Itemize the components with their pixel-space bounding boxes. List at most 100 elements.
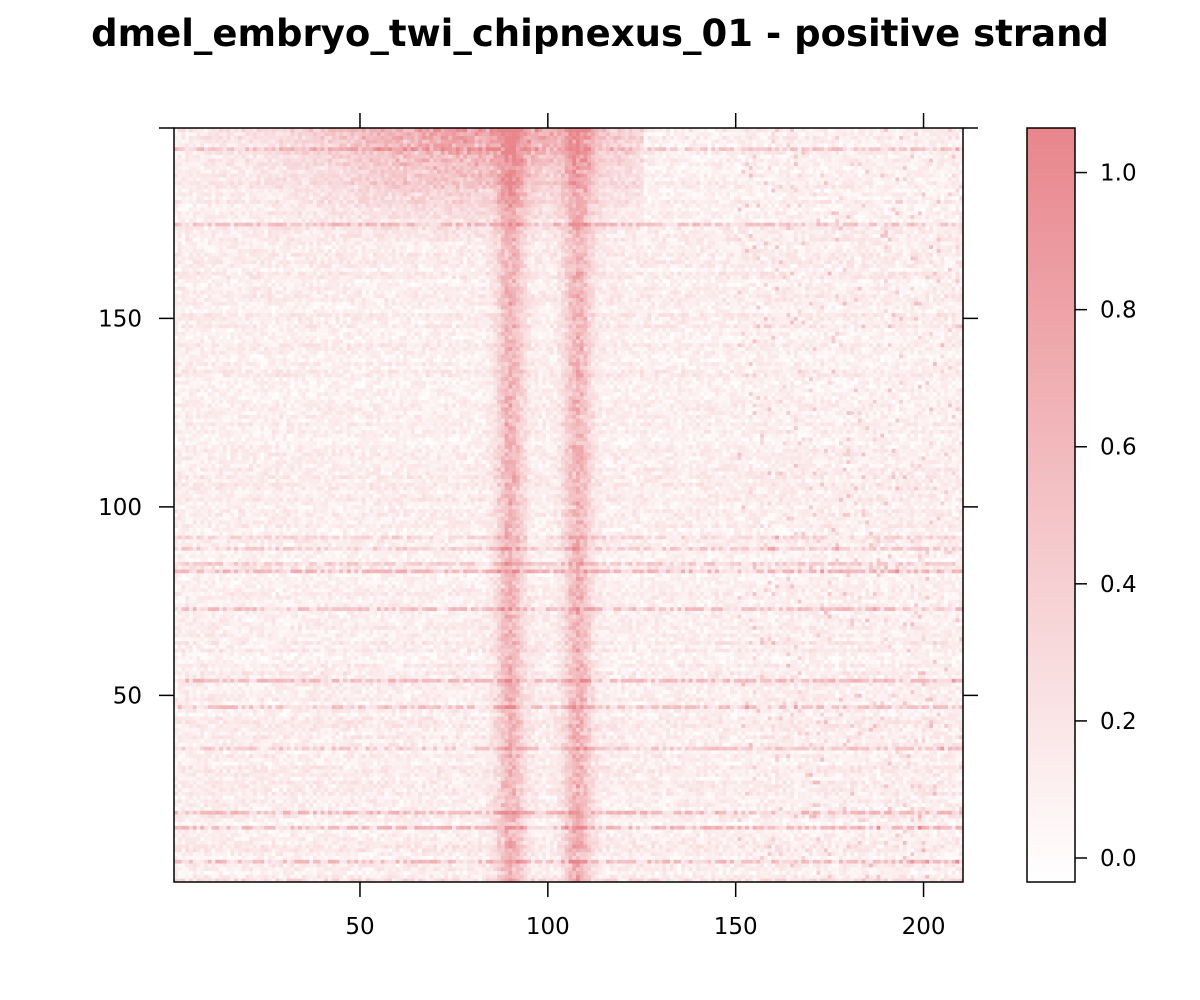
heatmap-cell [854, 840, 859, 845]
heatmap-cell [530, 795, 536, 800]
heatmap-cell [654, 870, 660, 875]
heatmap-cell [542, 806, 547, 811]
heatmap-cell [207, 814, 212, 819]
heatmap-cell [399, 844, 404, 849]
heatmap-cell [324, 844, 329, 849]
heatmap-cell [369, 844, 374, 849]
heatmap-cell [328, 863, 333, 868]
heatmap-cell [339, 840, 344, 845]
heatmap-cell [925, 795, 930, 800]
heatmap-cell [237, 832, 243, 838]
heatmap-cell [207, 855, 212, 860]
heatmap-cell [482, 829, 487, 834]
heatmap-cell [741, 806, 746, 811]
heatmap-cell [906, 859, 911, 864]
heatmap-cell [331, 844, 336, 849]
heatmap-cell [854, 832, 859, 838]
heatmap-cell [500, 840, 506, 845]
heatmap-cell [572, 829, 577, 834]
heatmap-cell [872, 821, 877, 826]
heatmap-cell [200, 874, 205, 879]
heatmap-cell [666, 859, 671, 864]
heatmap-cell [805, 817, 810, 823]
heatmap-cell [594, 848, 599, 853]
heatmap-cell [771, 855, 776, 860]
heatmap-cell [207, 825, 212, 830]
heatmap-cell [350, 878, 355, 883]
heatmap-cell [959, 859, 964, 864]
heatmap-cell [726, 859, 731, 864]
heatmap-cell [297, 810, 303, 815]
heatmap-cell [842, 859, 847, 864]
heatmap-cell [279, 855, 284, 860]
heatmap-cell [497, 825, 502, 830]
heatmap-cell [538, 855, 543, 860]
heatmap-cell [391, 814, 397, 819]
heatmap-cell [380, 866, 385, 872]
heatmap-cell [448, 874, 453, 879]
heatmap-cell [654, 802, 660, 807]
heatmap-cell [354, 791, 359, 796]
heatmap-cell [763, 866, 769, 872]
heatmap-cell [421, 855, 427, 860]
heatmap-cell [557, 840, 562, 845]
heatmap-cell [643, 806, 648, 811]
heatmap-cell [234, 832, 239, 838]
heatmap-cell [455, 799, 460, 804]
heatmap-cell [737, 840, 742, 845]
heatmap-cell [591, 791, 596, 796]
heatmap-cell [887, 795, 893, 800]
heatmap-cell [192, 795, 197, 800]
heatmap-cell [786, 802, 791, 807]
heatmap-cell [910, 866, 915, 872]
heatmap-cell [666, 802, 671, 807]
heatmap-cell [850, 878, 855, 883]
heatmap-cell [328, 848, 333, 853]
heatmap-cell [414, 855, 419, 860]
heatmap-cell [530, 832, 536, 838]
heatmap-cell [545, 836, 551, 841]
heatmap-cell [715, 870, 720, 875]
heatmap-cell [752, 791, 757, 796]
heatmap-cell [189, 802, 194, 807]
heatmap-cell [523, 855, 528, 860]
heatmap-cell [418, 836, 423, 841]
heatmap-cell [358, 848, 363, 853]
heatmap-cell [613, 814, 618, 819]
heatmap-cell [576, 859, 581, 864]
heatmap-cell [241, 821, 246, 826]
heatmap-cell [512, 878, 517, 883]
heatmap-cell [887, 866, 893, 872]
heatmap-cell [854, 859, 859, 864]
heatmap-cell [850, 866, 855, 872]
heatmap-cell [185, 851, 190, 857]
heatmap-cell [606, 795, 611, 800]
heatmap-cell [467, 863, 472, 868]
heatmap-cell [538, 829, 543, 834]
heatmap-cell [335, 832, 340, 838]
heatmap-cell [485, 836, 490, 841]
heatmap-cell [534, 863, 539, 868]
heatmap-cell [936, 855, 941, 860]
heatmap-cell [410, 863, 415, 868]
heatmap-cell [192, 821, 197, 826]
heatmap-cell [324, 832, 329, 838]
heatmap-cell [504, 825, 509, 830]
heatmap-cell [865, 832, 870, 838]
heatmap-cell [542, 829, 547, 834]
heatmap-cell [358, 855, 363, 860]
heatmap-cell [606, 791, 611, 796]
heatmap-cell [230, 848, 235, 853]
heatmap-cell [617, 810, 622, 815]
heatmap-cell [891, 859, 896, 864]
heatmap-cell [455, 821, 460, 826]
heatmap-cell [219, 874, 224, 879]
heatmap-cell [944, 878, 949, 883]
heatmap-cell [793, 814, 799, 819]
heatmap-cell [560, 844, 566, 849]
heatmap-cell [256, 810, 261, 815]
heatmap-cell [200, 855, 205, 860]
heatmap-cell [752, 848, 757, 853]
heatmap-cell [872, 799, 877, 804]
heatmap-cell [880, 829, 885, 834]
